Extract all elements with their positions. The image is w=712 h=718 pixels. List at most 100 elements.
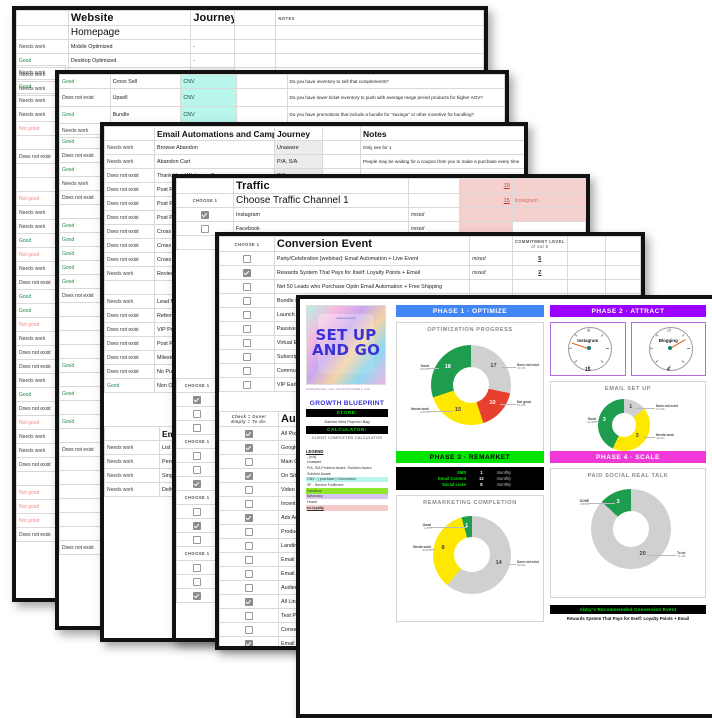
checkbox-cell[interactable]	[219, 251, 275, 266]
checkbox-unchecked-icon[interactable]	[245, 611, 253, 620]
checkbox-cell[interactable]	[176, 532, 218, 547]
checkbox-cell[interactable]	[219, 482, 279, 497]
checkbox-cell[interactable]	[219, 293, 275, 308]
checkbox-unchecked-icon[interactable]	[193, 563, 201, 572]
checkbox-cell[interactable]	[219, 552, 279, 567]
checkbox-unchecked-icon[interactable]	[242, 310, 251, 319]
checkbox-checked-icon[interactable]	[245, 443, 253, 452]
checkbox-cell[interactable]	[176, 560, 218, 575]
checkbox-unchecked-icon[interactable]	[245, 625, 253, 634]
checkbox-checked-icon[interactable]	[193, 591, 201, 600]
checkbox-cell[interactable]	[219, 279, 275, 294]
checkbox-cell[interactable]	[219, 524, 279, 539]
checkbox-cell[interactable]	[219, 468, 279, 483]
checkbox-unchecked-icon[interactable]	[242, 352, 251, 361]
row-status: Needs work	[104, 266, 155, 281]
checkbox-checked-icon[interactable]	[242, 268, 251, 277]
checkbox-cell[interactable]	[219, 622, 279, 637]
table-row[interactable]: Good Desktop Optimized -	[16, 53, 484, 68]
checkbox-unchecked-icon[interactable]	[242, 366, 251, 375]
table-row[interactable]: Needs work Browse Abandon Unaware Only see …	[104, 140, 524, 155]
table-row[interactable]: Net 50 Leads who Purchase Optin Email Au…	[219, 279, 641, 294]
checkbox-cell[interactable]	[219, 496, 279, 511]
checkbox-unchecked-icon[interactable]	[242, 296, 251, 305]
table-row[interactable]: Needs work Abandon Cart P/A, S/A People may…	[104, 154, 524, 169]
gauge-tick	[569, 348, 572, 349]
donut-ring	[431, 345, 511, 425]
checkbox-cell[interactable]	[176, 448, 218, 463]
checkbox-unchecked-icon[interactable]	[245, 457, 253, 466]
checkbox-unchecked-icon[interactable]	[245, 555, 253, 564]
checkbox-cell[interactable]	[219, 335, 275, 350]
checkbox-checked-icon[interactable]	[245, 513, 253, 522]
checkbox-checked-icon[interactable]	[193, 395, 201, 404]
checkbox-cell[interactable]	[219, 363, 275, 378]
checkbox-checked-icon[interactable]	[245, 597, 253, 606]
row-commitment-level: 2	[511, 265, 568, 280]
checkbox-unchecked-icon[interactable]	[242, 254, 251, 263]
checkbox-cell[interactable]	[176, 392, 218, 407]
checkbox-checked-icon[interactable]	[245, 471, 253, 480]
checkbox-checked-icon[interactable]	[245, 639, 253, 646]
checkbox-cell[interactable]	[176, 476, 218, 491]
checkbox-unchecked-icon[interactable]	[200, 224, 209, 233]
checkbox-unchecked-icon[interactable]	[242, 380, 251, 389]
checkbox-cell[interactable]	[219, 510, 279, 525]
table-row[interactable]: Good Cross Sell CNV Do you have inventor…	[59, 74, 505, 89]
checkbox-unchecked-icon[interactable]	[193, 507, 201, 516]
checkbox-cell[interactable]	[219, 321, 275, 336]
checkbox-cell[interactable]	[219, 377, 275, 392]
checkbox-checked-icon[interactable]	[193, 521, 201, 530]
table-row[interactable]: Instagram mixed	[176, 207, 586, 222]
checkbox-unchecked-icon[interactable]	[245, 569, 253, 578]
checkbox-cell[interactable]	[219, 440, 279, 455]
checkbox-cell[interactable]	[219, 454, 279, 469]
checkbox-checked-icon[interactable]	[245, 429, 253, 438]
checkbox-cell[interactable]	[219, 594, 279, 609]
donut-slice-value: 1	[465, 522, 469, 529]
checkbox-cell[interactable]	[176, 518, 218, 533]
checkbox-unchecked-icon[interactable]	[193, 451, 201, 460]
checkbox-cell[interactable]	[219, 426, 279, 441]
checkbox-unchecked-icon[interactable]	[245, 485, 253, 494]
traffic-choose-label: CHOOSE 1	[176, 193, 234, 208]
checkbox-cell[interactable]	[176, 462, 218, 477]
checkbox-cell[interactable]	[176, 588, 218, 603]
checkbox-cell[interactable]	[219, 608, 279, 623]
table-row[interactable]: Good Bundle CNV Do you have promotions t…	[59, 106, 505, 124]
table-row[interactable]: Party/Celebration [webinar]: Email Autom…	[219, 251, 641, 266]
checkbox-cell[interactable]	[219, 580, 279, 595]
checkbox-cell[interactable]	[176, 406, 218, 421]
checkbox-unchecked-icon[interactable]	[242, 338, 251, 347]
checkbox-unchecked-icon[interactable]	[245, 583, 253, 592]
checkbox-cell[interactable]	[219, 307, 275, 322]
sheet-dashboard[interactable]: marketing blueprint SET UP AND GO GAbbyH…	[296, 295, 712, 718]
checkbox-unchecked-icon[interactable]	[245, 499, 253, 508]
checkbox-cell[interactable]	[219, 349, 275, 364]
checkbox-cell[interactable]	[219, 636, 279, 646]
checkbox-checked-icon[interactable]	[193, 479, 201, 488]
checkbox-cell[interactable]	[219, 566, 279, 581]
checkbox-cell[interactable]	[176, 504, 218, 519]
checkbox-cell[interactable]	[176, 574, 218, 589]
checkbox-cell[interactable]	[176, 420, 218, 435]
checkbox-unchecked-icon[interactable]	[193, 535, 201, 544]
checkbox-unchecked-icon[interactable]	[193, 577, 201, 586]
checkbox-unchecked-icon[interactable]	[245, 527, 253, 536]
phase2-title: PHASE 2 · ATTRACT	[550, 305, 706, 317]
checkbox-unchecked-icon[interactable]	[242, 324, 251, 333]
legend-item: CNV - | purchase | Conversion	[306, 476, 388, 483]
checkbox-unchecked-icon[interactable]	[193, 423, 201, 432]
checkbox-unchecked-icon[interactable]	[245, 541, 253, 550]
checkbox-unchecked-icon[interactable]	[242, 282, 251, 291]
checkbox-unchecked-icon[interactable]	[193, 465, 201, 474]
checkbox-cell[interactable]	[219, 265, 275, 280]
checkbox-unchecked-icon[interactable]	[193, 409, 201, 418]
traffic-checkbox-cell[interactable]	[176, 207, 234, 222]
checkbox-cell[interactable]	[219, 538, 279, 553]
donut-slice-value: 20	[639, 551, 646, 558]
table-row[interactable]: Needs work Mobile Optimized -	[16, 39, 484, 54]
checkbox-checked-icon[interactable]	[200, 210, 209, 219]
table-row[interactable]: Does not exist Upsell CNV Do you have lo…	[59, 88, 505, 107]
table-row[interactable]: Rewards System That Pays for Itself: Loy…	[219, 265, 641, 280]
